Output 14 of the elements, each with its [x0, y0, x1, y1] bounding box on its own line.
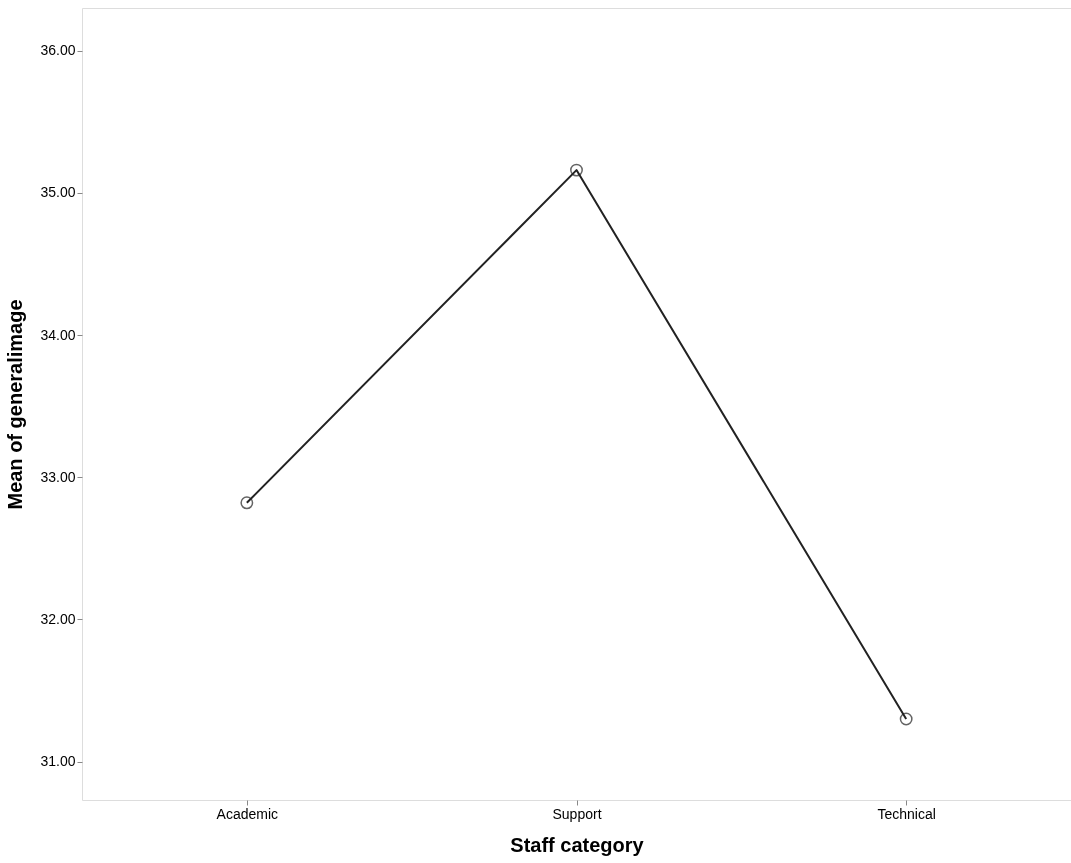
- y-tick-label: 33.00: [40, 468, 76, 485]
- x-tick-label: Technical: [877, 805, 936, 822]
- point: [899, 712, 913, 726]
- y-tick-label: 31.00: [40, 753, 76, 770]
- x-tick-label: Support: [552, 805, 602, 822]
- point: [240, 496, 254, 510]
- y-tick-label: 36.00: [40, 42, 76, 59]
- y-axis-title: Mean of generalimage: [4, 299, 27, 510]
- x-tick-label: Academic: [216, 805, 279, 822]
- y-tick-label: 34.00: [40, 326, 76, 343]
- point: [570, 163, 583, 177]
- x-axis-title: Staff category: [510, 833, 645, 856]
- y-tick-label: 32.00: [40, 610, 76, 627]
- y-tick-label: 35.00: [40, 184, 76, 201]
